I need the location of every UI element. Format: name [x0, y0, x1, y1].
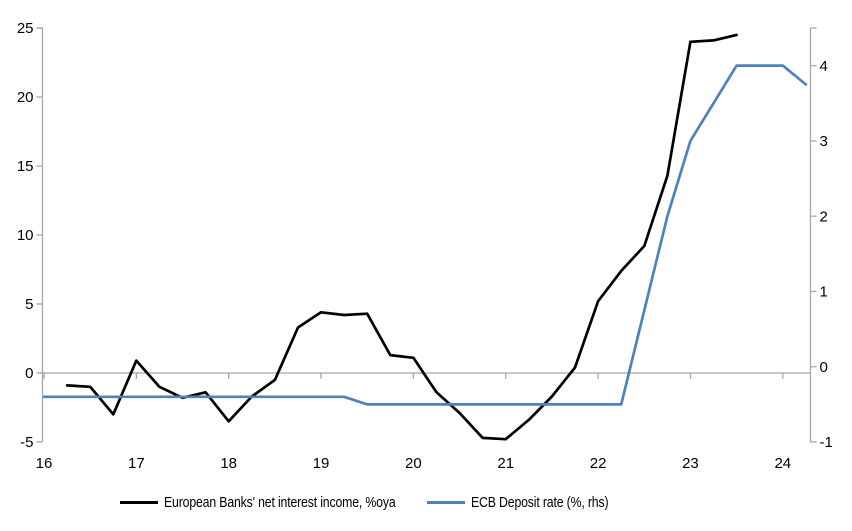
legend-label-nii: European Banks' net interest income, %oy…	[164, 493, 396, 511]
left-axis-tick-label: -5	[20, 434, 33, 451]
x-axis-tick-label: 18	[220, 455, 237, 472]
right-axis-tick-label: 0	[820, 359, 828, 376]
left-axis-tick-label: 0	[25, 365, 33, 382]
right-axis-tick-label: 1	[820, 284, 828, 301]
left-axis-tick-label: 25	[17, 20, 34, 37]
legend-label-ecb: ECB Deposit rate (%, rhs)	[471, 493, 609, 511]
x-axis-tick-label: 20	[405, 455, 422, 472]
right-axis-tick-label: 2	[820, 208, 828, 225]
legend-swatch-nii-line	[120, 500, 158, 504]
legend-item-nii: European Banks' net interest income, %oy…	[120, 493, 446, 511]
x-axis-tick-label: 21	[497, 455, 514, 472]
right-axis-tick-label: 3	[820, 133, 828, 150]
legend-item-ecb: ECB Deposit rate (%, rhs)	[427, 493, 639, 511]
x-axis-tick-label: 17	[128, 455, 145, 472]
x-axis-tick-label: 16	[36, 455, 53, 472]
left-axis-tick-label: 5	[25, 296, 33, 313]
legend-swatch-ecb-line	[427, 500, 465, 504]
left-axis-tick-label: 15	[17, 158, 34, 175]
right-axis-tick-label: -1	[820, 434, 833, 451]
x-axis-tick-label: 22	[590, 455, 607, 472]
series-ecb-line	[42, 64, 808, 406]
chart-legend: European Banks' net interest income, %oy…	[0, 493, 852, 515]
x-axis-tick-label: 23	[682, 455, 699, 472]
x-axis-tick-label: 19	[313, 455, 330, 472]
right-axis-tick-label: 4	[820, 58, 828, 75]
left-axis-tick-label: 20	[17, 89, 34, 106]
left-axis-tick-label: 10	[17, 227, 34, 244]
series-nii-line	[65, 33, 738, 441]
x-axis-tick-label: 24	[774, 455, 791, 472]
